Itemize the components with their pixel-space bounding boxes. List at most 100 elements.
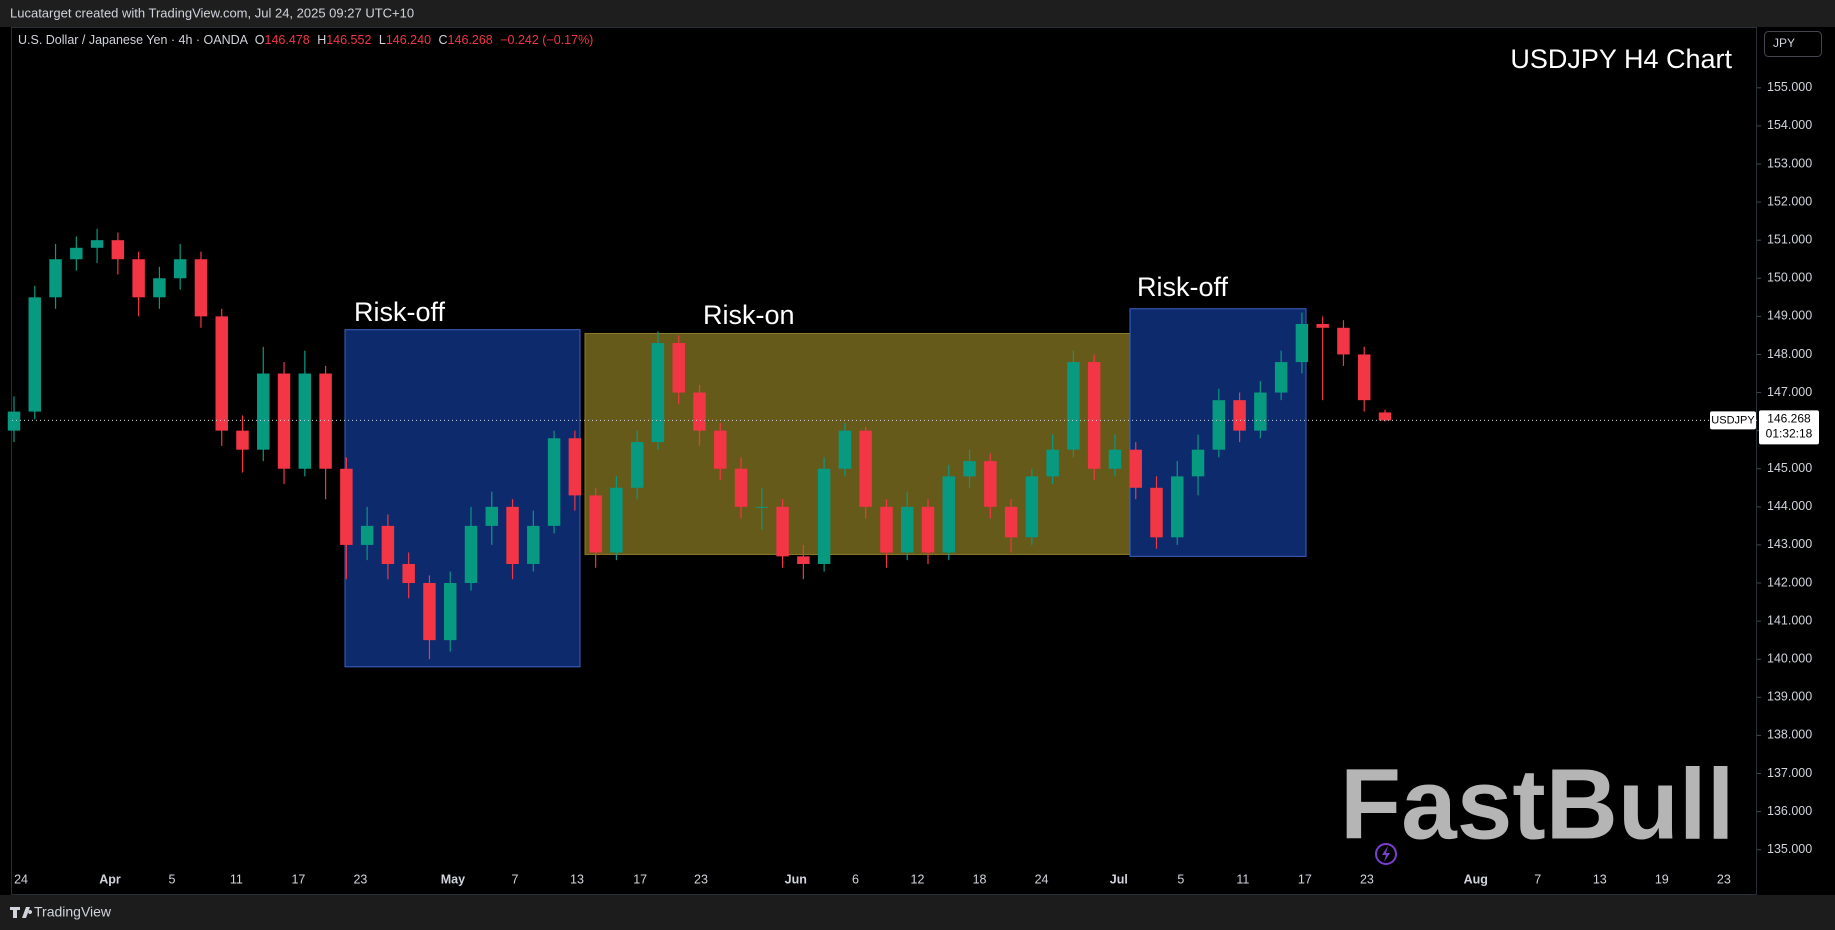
y-tick-label: 154.000 — [1767, 118, 1812, 132]
watermark-icon — [1375, 843, 1397, 865]
footer-brand: TradingView — [34, 904, 112, 920]
candle-body — [547, 438, 561, 526]
candle-body — [194, 259, 208, 317]
x-tick-label: 11 — [1236, 872, 1249, 886]
candle-body — [1316, 323, 1329, 328]
y-tick-label: 155.000 — [1767, 80, 1812, 94]
candle-body — [672, 343, 685, 393]
candle-body — [153, 278, 166, 298]
candle-body — [70, 247, 83, 260]
candle-body — [423, 583, 436, 641]
y-tick-label: 140.000 — [1767, 652, 1812, 666]
currency-label[interactable]: JPY — [1773, 36, 1795, 50]
symbol-tag — [1710, 411, 1756, 430]
candle-body — [443, 583, 457, 641]
candle-body — [1171, 476, 1184, 538]
chart-title: USDJPY H4 Chart — [1510, 44, 1732, 74]
close-label: C — [439, 33, 448, 47]
watermark: FastBull — [1340, 748, 1734, 860]
candle-body — [859, 430, 872, 507]
y-tick-label: 150.000 — [1767, 271, 1812, 285]
x-tick-label: Jun — [785, 872, 807, 886]
y-tick-label: 153.000 — [1767, 156, 1812, 170]
x-tick-label: Aug — [1464, 872, 1488, 886]
candle-body — [1025, 476, 1039, 538]
y-tick-label: 142.000 — [1767, 575, 1812, 589]
candle-body — [776, 506, 789, 557]
y-tick-label: 141.000 — [1767, 613, 1812, 627]
x-tick-label: 17 — [291, 872, 305, 886]
currency-button[interactable] — [1764, 31, 1822, 57]
x-tick-label: 23 — [1717, 872, 1731, 886]
symbol-tag-label: USDJPY — [1711, 414, 1755, 426]
y-tick-label: 151.000 — [1767, 232, 1812, 246]
candle-body — [28, 297, 42, 412]
x-tick-label: 24 — [14, 872, 28, 886]
x-tick-label: 19 — [1655, 872, 1669, 886]
y-tick-label: 139.000 — [1767, 690, 1812, 704]
header-bar — [0, 0, 1835, 27]
x-tick-label: 13 — [570, 872, 584, 886]
candle-body — [610, 487, 623, 553]
x-tick-label: Apr — [99, 872, 121, 886]
y-tick-label: 145.000 — [1767, 461, 1812, 475]
symbol-description: U.S. Dollar / Japanese Yen · 4h · OANDA — [18, 33, 249, 47]
candle-body — [173, 259, 187, 279]
candle-body — [381, 525, 395, 564]
candle-body — [1087, 362, 1101, 469]
x-tick-label: 5 — [1177, 872, 1184, 886]
zone-label: Risk-on — [703, 300, 795, 330]
zone-label: Risk-off — [1137, 272, 1229, 302]
candle-body — [714, 430, 727, 469]
candle-body — [1233, 400, 1246, 431]
candle-body — [1254, 392, 1267, 431]
candle-body — [257, 373, 270, 450]
x-tick-label: 11 — [230, 872, 243, 886]
plot-area: 135.000 136.000 137.000 138.000 139.000 140.0… — [7, 80, 1819, 886]
candle-body — [838, 430, 852, 469]
y-tick-label: 144.000 — [1767, 499, 1812, 513]
candle-body — [464, 525, 478, 584]
candle-body — [1274, 362, 1288, 393]
x-tick-label: 7 — [511, 872, 518, 886]
x-tick-label: 23 — [1360, 872, 1374, 886]
footer-bar — [0, 895, 1835, 930]
candle-body — [7, 411, 21, 431]
change-value: −0.242 (−0.17%) — [500, 33, 593, 47]
x-tick-label: 5 — [169, 872, 176, 886]
candle-body — [319, 373, 332, 469]
candle-body — [900, 506, 914, 553]
candle-body — [589, 495, 602, 553]
candle-body — [817, 468, 831, 564]
candle-body — [630, 442, 644, 488]
open-value: 146.478 — [265, 33, 310, 47]
y-tick-label: 148.000 — [1767, 347, 1812, 361]
zone-box — [584, 333, 1131, 555]
candle-body — [90, 240, 104, 248]
x-tick-label: 6 — [852, 872, 859, 886]
candle-body — [215, 316, 228, 431]
candle-body — [360, 525, 374, 545]
candle-body — [527, 525, 540, 564]
y-tick-label: 135.000 — [1767, 842, 1812, 856]
candle-body — [651, 343, 665, 443]
candle-body — [277, 373, 291, 469]
candle-body — [1067, 362, 1080, 450]
high-value: 146.552 — [326, 33, 371, 47]
candle-body — [1295, 323, 1309, 363]
price-tag-countdown: 01:32:18 — [1766, 427, 1813, 441]
x-tick-label: 12 — [911, 872, 925, 886]
candle-body — [1004, 506, 1018, 538]
candle-body — [1378, 412, 1392, 421]
price-tag — [1759, 410, 1819, 445]
candle-body — [963, 461, 976, 477]
zone-box — [344, 329, 581, 668]
y-tick-label: 137.000 — [1767, 766, 1812, 780]
low-label: L — [379, 33, 386, 47]
candle-body — [402, 563, 415, 584]
candle-body — [1150, 487, 1163, 538]
x-tick-label: 23 — [694, 872, 708, 886]
x-tick-label: 13 — [1593, 872, 1607, 886]
close-value: 146.268 — [448, 33, 493, 47]
